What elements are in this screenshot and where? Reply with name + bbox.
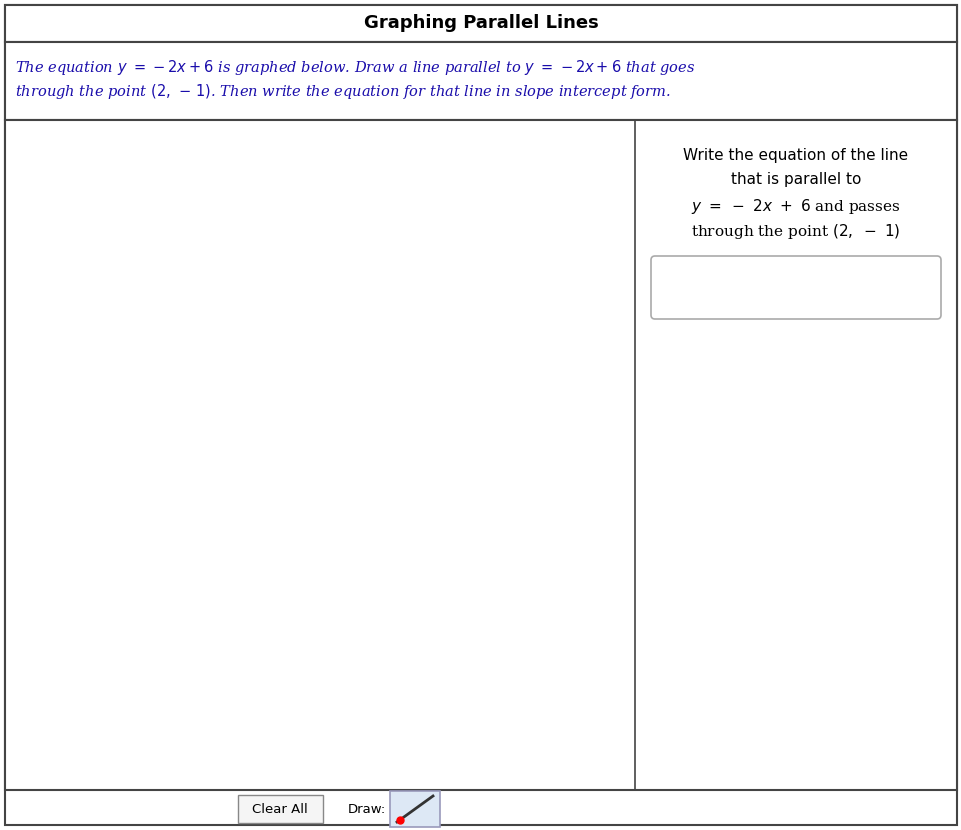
FancyBboxPatch shape — [651, 256, 940, 319]
Text: -10: -10 — [307, 667, 327, 681]
Text: through the point $(2,\ -\ 1)$: through the point $(2,\ -\ 1)$ — [691, 222, 899, 241]
Text: -15: -15 — [307, 777, 327, 790]
Text: -15: -15 — [38, 473, 59, 486]
Text: -5: -5 — [314, 559, 327, 572]
Text: through the point $\mathit{(2,\,-\,1)}$. Then write the equation for that line i: through the point $\mathit{(2,\,-\,1)}$.… — [15, 82, 670, 101]
Text: 10: 10 — [311, 231, 327, 244]
Text: Graphing Parallel Lines: Graphing Parallel Lines — [363, 14, 598, 32]
Text: The equation $\mathit{y}$ $=$ $\mathit{-\,2x + 6}$ is graphed below. Draw a line: The equation $\mathit{y}$ $=$ $\mathit{-… — [15, 58, 695, 77]
Bar — [237, 795, 323, 823]
Bar — [389, 791, 439, 827]
Bar — [5, 42, 956, 120]
Text: $y\ =\ -\ 2x\ +\ 6$ and passes: $y\ =\ -\ 2x\ +\ 6$ and passes — [690, 197, 899, 216]
Bar — [5, 5, 956, 42]
Bar — [5, 120, 956, 790]
Text: 10: 10 — [521, 473, 536, 486]
Text: Write the equation of the line: Write the equation of the line — [682, 148, 907, 163]
Text: 15: 15 — [311, 122, 327, 134]
Text: Clear All: Clear All — [252, 803, 308, 816]
Text: 15: 15 — [617, 473, 632, 486]
Text: -5: -5 — [234, 473, 247, 486]
Text: 5: 5 — [429, 473, 436, 486]
Text: that is parallel to: that is parallel to — [730, 172, 860, 187]
Text: 5: 5 — [319, 340, 327, 353]
Text: -10: -10 — [135, 473, 155, 486]
Text: Draw:: Draw: — [348, 803, 386, 816]
